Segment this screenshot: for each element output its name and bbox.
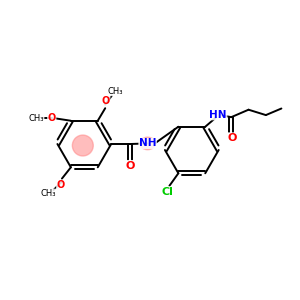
Ellipse shape (72, 135, 93, 156)
Text: O: O (102, 96, 110, 106)
Text: CH₃: CH₃ (28, 114, 44, 123)
Text: HN: HN (209, 110, 227, 120)
Text: O: O (125, 160, 134, 170)
Text: NH: NH (139, 138, 156, 148)
Text: O: O (57, 180, 65, 190)
Ellipse shape (140, 137, 155, 150)
Text: CH₃: CH₃ (108, 87, 123, 96)
Text: CH₃: CH₃ (40, 189, 56, 198)
Text: Cl: Cl (161, 187, 173, 197)
Text: O: O (227, 133, 236, 143)
Text: O: O (48, 113, 56, 123)
